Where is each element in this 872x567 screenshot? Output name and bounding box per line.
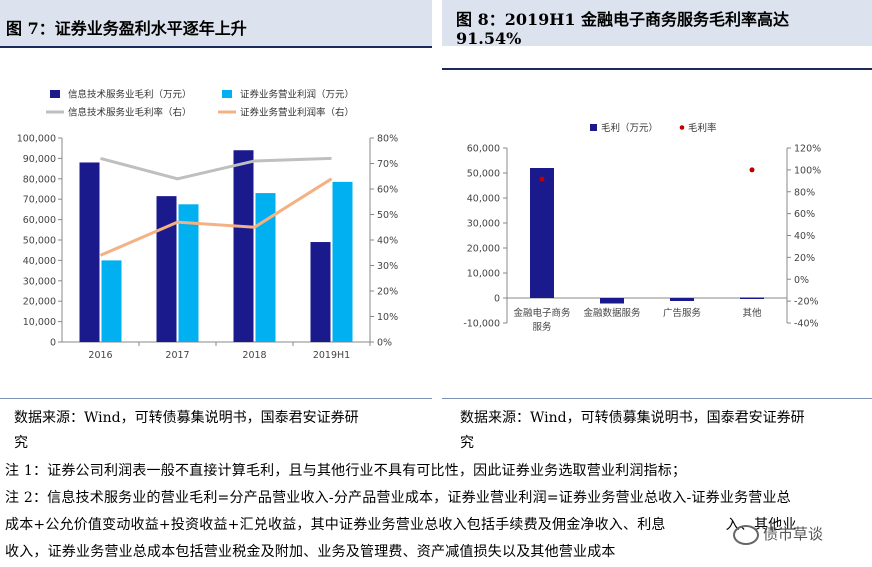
- x-tick-label: 2019H1: [313, 350, 350, 361]
- left-figure-title: 图 7：证券业务盈利水平逐年上升: [6, 19, 247, 38]
- bar-gross-profit-1: [600, 298, 624, 304]
- legend-label-0: 信息技术服务业毛利（万元）: [68, 89, 192, 101]
- y-right-tick-label: 70%: [377, 159, 398, 170]
- left-source-line2: 究: [14, 435, 28, 451]
- note-1: 注 1：证券公司利润表一般不直接计算毛利，且与其他行业不具有可比性，因此证券业务…: [5, 463, 687, 479]
- note-2-line2-a: 成本+公允价值变动收益+投资收益+汇兑收益，其中证券业务营业总收入包括手续费及佣…: [5, 517, 666, 533]
- y-left-tick-label: 40,000: [467, 194, 500, 205]
- y-right-tick-label: 60%: [377, 185, 398, 196]
- watermark-text: 债市草谈: [763, 525, 824, 543]
- wechat-icon: [733, 524, 759, 545]
- legend-label-2: 信息技术服务业毛利率（右）: [68, 107, 192, 119]
- right-figure-title-line2: 91.54%: [456, 29, 522, 48]
- x-tick-label: 2018: [242, 350, 266, 361]
- left-chart: 信息技术服务业毛利（万元） 证券业务营业利润（万元） 信息技术服务业毛利率（右） 证券…: [17, 89, 398, 362]
- left-figure-header: [0, 0, 432, 46]
- y-right-tick-label: 120%: [794, 144, 821, 155]
- note-2-line1: 注 2：信息技术服务业的营业毛利=分产品营业收入-分产品营业成本，证券业营业利润…: [5, 490, 791, 506]
- y-right-tick-label: 30%: [377, 261, 398, 272]
- legend-swatch-1: [222, 90, 232, 98]
- y-right-tick-label: -20%: [794, 297, 819, 308]
- y-left-tick-label: 50,000: [467, 169, 500, 180]
- x-tick-label-3: 其他: [742, 307, 762, 319]
- bar-gross-profit-2: [670, 298, 694, 301]
- y-left-tick-label: -10,000: [463, 319, 500, 330]
- right-source-rule: [442, 398, 872, 399]
- y-left-tick-label: 60,000: [23, 215, 56, 226]
- y-left-tick-label: 30,000: [467, 219, 500, 230]
- legend-swatch-0: [50, 90, 60, 98]
- y-left-tick-label: 20,000: [23, 297, 56, 308]
- y-right-tick-label: 0%: [377, 338, 392, 349]
- bar-2018-it-gross-profit: [233, 150, 254, 342]
- y-right-tick-label: 80%: [794, 187, 815, 198]
- y-right-tick-label: 20%: [377, 287, 398, 298]
- series-line-2: [100, 156, 332, 181]
- legend-label-gross-profit: 毛利（万元）: [601, 122, 658, 134]
- left-source-rule: [0, 398, 432, 399]
- y-right-tick-label: 40%: [794, 231, 815, 242]
- bar-2018-securities-operating-profit: [255, 193, 276, 342]
- y-left-tick-label: 20,000: [467, 244, 500, 255]
- left-header-rule: [0, 46, 432, 48]
- y-right-tick-label: 50%: [377, 210, 398, 221]
- right-figure-title-line1: 图 8：2019H1 金融电子商务服务毛利率高达: [456, 10, 790, 29]
- legend-swatch-gross-profit: [590, 124, 597, 131]
- bar-gross-profit-3: [740, 297, 764, 299]
- y-left-tick-label: 100,000: [17, 134, 56, 145]
- y-right-tick-label: 80%: [377, 134, 398, 145]
- y-left-tick-label: 0: [50, 338, 56, 349]
- right-source-line1: 数据来源：Wind，可转债募集说明书，国泰君安证券研: [460, 410, 805, 426]
- legend-label-3: 证券业务营业利润率（右）: [240, 107, 354, 119]
- x-tick-label: 2016: [88, 350, 112, 361]
- right-source-line2: 究: [460, 435, 474, 451]
- y-right-tick-label: 10%: [377, 312, 398, 323]
- bar-2019H1-securities-operating-profit: [332, 181, 353, 342]
- bar-gross-profit-0: [530, 168, 554, 298]
- y-left-tick-label: 80,000: [23, 174, 56, 185]
- y-right-tick-label: 60%: [794, 209, 815, 220]
- x-tick-label-2: 广告服务: [663, 307, 702, 319]
- point-gross-margin-0: [539, 176, 545, 182]
- note-2-line3: 收入，证券业务营业总成本包括营业税金及附加、业务及管理费、资产减值损失以及其他营…: [5, 544, 616, 560]
- bar-2017-securities-operating-profit: [178, 204, 199, 342]
- y-right-tick-label: 40%: [377, 236, 398, 247]
- y-left-tick-label: 50,000: [23, 236, 56, 247]
- bar-2016-securities-operating-profit: [101, 260, 122, 342]
- x-tick-label-0: 金融电子商务服务: [513, 307, 571, 333]
- note-2-line2: 成本+公允价值变动收益+投资收益+汇兑收益，其中证券业务营业总收入包括手续费及佣…: [5, 514, 797, 534]
- y-left-tick-label: 0: [494, 294, 500, 305]
- point-gross-margin-3: [749, 167, 755, 173]
- y-left-tick-label: 10,000: [467, 269, 500, 280]
- right-chart: 毛利（万元） 毛利率 -10,000 0 10,000 20,000 30,000 40,00…: [463, 122, 821, 333]
- x-tick-label-1: 金融数据服务: [583, 307, 641, 319]
- legend-label-1: 证券业务营业利润（万元）: [240, 89, 354, 101]
- legend-swatch-gross-margin: [679, 125, 685, 130]
- legend-label-gross-margin: 毛利率: [688, 122, 717, 134]
- y-right-tick-label: -40%: [794, 319, 819, 330]
- x-tick-label: 2017: [165, 350, 189, 361]
- right-header-rule: [442, 68, 872, 70]
- bar-2017-it-gross-profit: [156, 196, 177, 342]
- watermark: 债市草谈: [733, 523, 823, 545]
- y-left-tick-label: 40,000: [23, 256, 56, 267]
- y-left-tick-label: 30,000: [23, 276, 56, 287]
- y-left-tick-label: 10,000: [23, 317, 56, 328]
- bar-2016-it-gross-profit: [79, 162, 100, 342]
- y-left-tick-label: 90,000: [23, 154, 56, 165]
- y-right-tick-label: 20%: [794, 253, 815, 264]
- left-source-line1: 数据来源：Wind，可转债募集说明书，国泰君安证券研: [14, 410, 359, 426]
- y-left-tick-label: 60,000: [467, 144, 500, 155]
- y-right-tick-label: 0%: [794, 275, 809, 286]
- y-left-tick-label: 70,000: [23, 195, 56, 206]
- right-figure-header: [442, 0, 872, 46]
- series-line-3: [99, 177, 333, 257]
- y-right-tick-label: 100%: [794, 165, 821, 176]
- bar-2019H1-it-gross-profit: [310, 242, 331, 342]
